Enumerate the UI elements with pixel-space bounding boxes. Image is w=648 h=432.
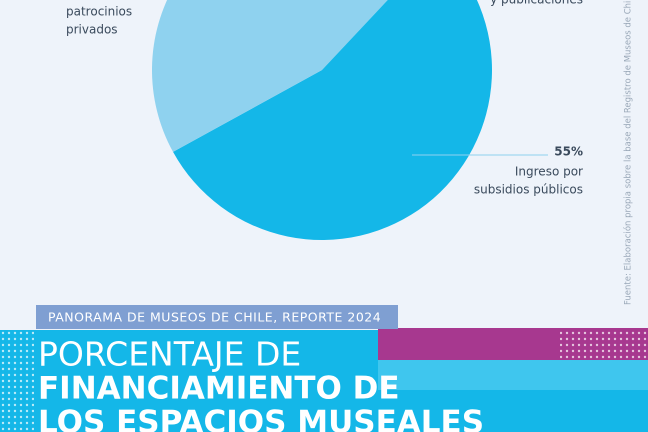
pie-slice bbox=[322, 0, 388, 70]
banner bbox=[36, 305, 398, 329]
slice-label: Ingreso por bbox=[515, 165, 583, 179]
banner-text: PANORAMA DE MUSEOS DE CHILE, REPORTE 202… bbox=[48, 310, 381, 325]
title-line: FINANCIAMIENTO DE bbox=[38, 371, 400, 407]
value-label: 55% bbox=[554, 145, 583, 159]
title-line: LOS ESPACIOS MUSEALES bbox=[38, 405, 484, 432]
slice-label: privados bbox=[66, 23, 118, 37]
slice-label: y publicaciones bbox=[490, 0, 583, 7]
pie-chart bbox=[152, 0, 493, 241]
pie-slice bbox=[173, 0, 493, 241]
dot-pattern bbox=[560, 330, 648, 360]
slice-label: subsidios públicos bbox=[474, 183, 583, 197]
source: Fuente: Elaboración propia sobre la base… bbox=[623, 0, 634, 305]
accent-bar bbox=[378, 360, 648, 390]
slice-label: patrocinios bbox=[66, 5, 132, 19]
title-line: PORCENTAJE DE bbox=[38, 335, 301, 374]
pie-slice bbox=[152, 0, 322, 152]
dot-pattern bbox=[0, 330, 34, 432]
